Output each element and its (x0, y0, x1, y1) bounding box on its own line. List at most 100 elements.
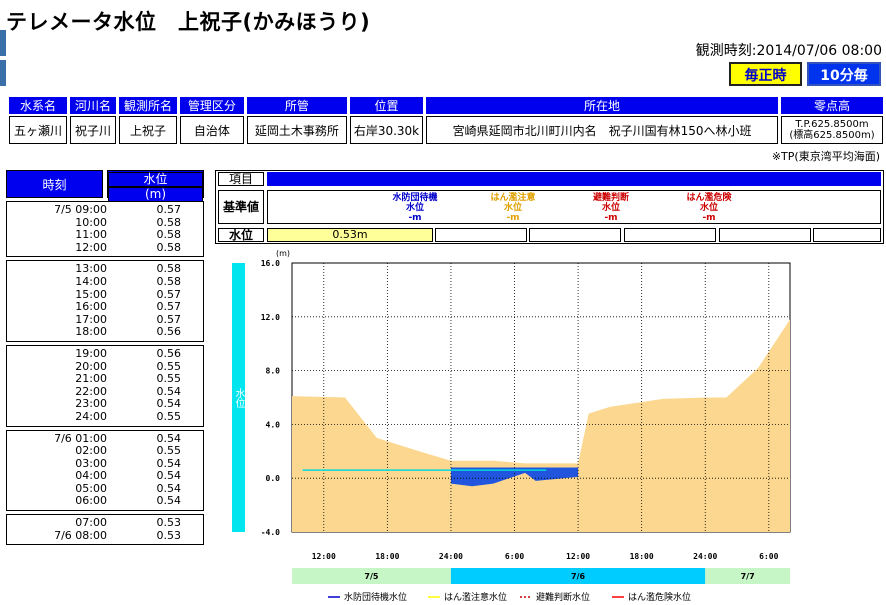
level-row: 05:00 0.54 (11, 481, 199, 496)
level-slot-3 (624, 228, 716, 242)
level-slot-4 (719, 228, 811, 242)
criteria-level-name-1: 避難判断 (592, 193, 629, 203)
location-value: 宮崎県延岡市北川町川内名 祝子川国有林150へ林小班 (426, 116, 778, 144)
row-level: 0.57 (156, 287, 182, 301)
observation-time: 観測時刻:2014/07/06 08:00 (696, 40, 882, 60)
level-groups: 7/5 09:00 0.57 10:00 0.58 11:00 0.58 12:00 0.58… (6, 201, 204, 546)
row-time: 02:00 (75, 444, 107, 458)
hourly-level-table: 時刻 水位 (m) 7/5 09:00 0.57 10:00 0.58 11:00 0.5… (6, 170, 204, 546)
level-row: 06:00 0.54 (11, 495, 199, 508)
level-row: 16:00 0.57 (11, 301, 199, 314)
row-time: 12:00 (75, 240, 107, 254)
row-time: 17:00 (75, 312, 107, 326)
x-tick-label: 24:00 (439, 552, 463, 561)
level-row: 7/6 08:00 0.53 (11, 528, 199, 543)
criteria-level: 避難判断 水位 -m (564, 193, 658, 223)
row-time: 13:00 (75, 262, 107, 276)
level-row: 24:00 0.55 (11, 409, 199, 424)
current-level-value: 0.53m (267, 228, 433, 242)
criteria-level-value: -m (408, 213, 422, 223)
item-bar (267, 172, 881, 186)
y-tick-label: 8.0 (266, 367, 281, 376)
row-time: 03:00 (75, 456, 107, 470)
row-level: 0.55 (156, 409, 182, 423)
row-time: 07:00 (75, 516, 107, 530)
row-level: 0.56 (156, 346, 182, 360)
level-label: 水位 (218, 228, 264, 242)
level-row: 19:00 0.56 (11, 346, 199, 361)
office-value: 延岡土木事務所 (246, 116, 347, 144)
side-bar (232, 263, 245, 532)
level-column-header: 水位 (m) (107, 170, 204, 202)
criteria-level: 水防団待機 水位 -m (368, 193, 462, 223)
y-tick-label: 12.0 (261, 313, 280, 322)
row-level: 0.54 (156, 384, 182, 398)
criteria-level-name-2: 水位 (699, 203, 718, 213)
date-band-label: 7/6 (571, 572, 585, 581)
y-tick-label: 0.0 (266, 474, 281, 483)
x-tick-label: 6:00 (505, 552, 524, 561)
row-level: 0.54 (156, 469, 182, 483)
level-slot-2 (529, 228, 621, 242)
level-row: 18:00 0.56 (11, 326, 199, 339)
level-row: 02:00 0.55 (11, 444, 199, 458)
base-label: 基準値 (218, 190, 264, 224)
row-level: 0.55 (156, 372, 182, 386)
level-group: 19:00 0.56 20:00 0.55 21:00 0.55 22:00 0.54 23:0… (6, 344, 204, 427)
level-group: 07:00 0.53 7/6 08:00 0.53 (6, 514, 204, 546)
y-tick-label: 16.0 (261, 259, 280, 268)
row-level: 0.54 (156, 456, 182, 470)
level-group: 7/5 09:00 0.57 10:00 0.58 11:00 0.58 12:00 0.58 (6, 201, 204, 258)
zero-height-elevation: (標高625.8500m) (789, 130, 875, 141)
row-time: 05:00 (75, 481, 107, 495)
station-value: 上祝子 (118, 116, 177, 144)
level-row: 17:00 0.57 (11, 312, 199, 327)
criteria-level: はん濫注意 水位 -m (466, 193, 560, 223)
row-time: 18:00 (75, 325, 107, 339)
header-position: 位置 (349, 97, 424, 114)
criteria-level-value: -m (702, 213, 716, 223)
x-tick-label: 24:00 (693, 552, 717, 561)
row-level: 0.53 (156, 528, 182, 542)
side-tab-2[interactable] (0, 60, 6, 86)
row-time: 7/6 08:00 (54, 528, 107, 542)
level-row: 10:00 0.58 (11, 216, 199, 230)
criteria-level-name-1: 水防団待機 (392, 193, 438, 203)
zero-height-value: T.P.625.8500m (標高625.8500m) (780, 116, 883, 144)
x-tick-label: 12:00 (312, 552, 336, 561)
side-tab-1[interactable] (0, 30, 6, 56)
row-level: 0.58 (156, 228, 182, 242)
ten-minute-button[interactable]: 10分毎 (807, 62, 881, 86)
x-tick-label: 12:00 (566, 552, 590, 561)
criteria-panel: 項目 基準値 水防団待機 水位 -m はん濫注意 水位 -m 避難判断 水位 -m はん濫危険 水位… (215, 170, 884, 244)
criteria-level-name-2: 水位 (601, 203, 620, 213)
level-row: 12:00 0.58 (11, 240, 199, 255)
item-label: 項目 (218, 172, 264, 186)
criteria-level-name-1: はん濫注意 (490, 193, 536, 203)
x-tick-label: 18:00 (375, 552, 399, 561)
level-row: 14:00 0.58 (11, 275, 199, 289)
level-row: 7/6 01:00 0.54 (11, 431, 199, 446)
row-time: 7/5 09:00 (54, 203, 107, 216)
row-level: 0.55 (156, 359, 182, 373)
level-group: 13:00 0.58 14:00 0.58 15:00 0.57 16:00 0.57 17:0… (6, 260, 204, 342)
level-header-unit: (m) (108, 187, 203, 202)
legend-label: 避難判断水位 (536, 591, 590, 603)
river-value: 祝子川 (69, 116, 116, 144)
date-band (450, 568, 706, 584)
row-level: 0.56 (156, 325, 182, 339)
level-row: 04:00 0.54 (11, 470, 199, 483)
page-title: テレメータ水位 上祝子(かみほうり) (6, 10, 371, 34)
terrain-area (292, 319, 790, 532)
row-level: 0.55 (156, 444, 182, 458)
base-values-box: 水防団待機 水位 -m はん濫注意 水位 -m 避難判断 水位 -m はん濫危険 水位 -m (267, 190, 881, 224)
level-row: 15:00 0.57 (11, 287, 199, 302)
level-row: 11:00 0.58 (11, 229, 199, 242)
management-value: 自治体 (179, 116, 244, 144)
criteria-level-value: -m (506, 213, 520, 223)
date-band-label: 7/7 (741, 572, 755, 581)
header-zero-height: 零点高 (780, 97, 883, 114)
row-time: 7/6 01:00 (54, 431, 107, 445)
hourly-button[interactable]: 毎正時 (729, 62, 802, 86)
row-level: 0.58 (156, 240, 182, 254)
